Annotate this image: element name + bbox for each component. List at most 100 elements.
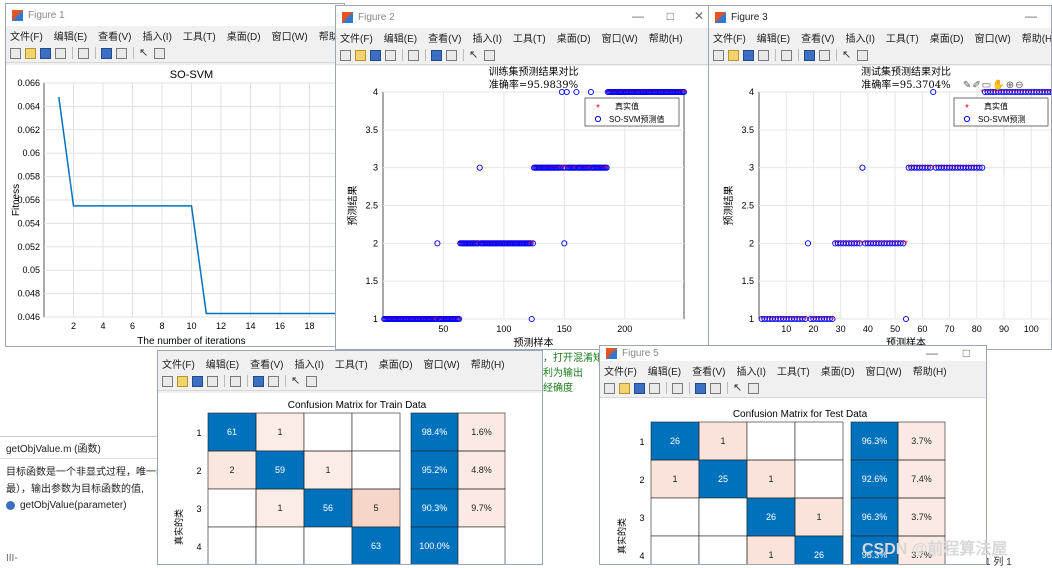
menu-view[interactable]: 查看(V): [250, 359, 284, 371]
zoom-in-icon[interactable]: ⊕: [1005, 80, 1016, 91]
menu-view[interactable]: 查看(V): [98, 31, 132, 43]
save-icon[interactable]: [743, 49, 754, 61]
print-icon[interactable]: [207, 375, 218, 387]
menu-edit[interactable]: 编辑(E): [205, 359, 240, 371]
menu-window[interactable]: 窗口(W): [271, 31, 308, 43]
figure-3-titlebar[interactable]: Figure 3 —: [709, 6, 1051, 28]
new-figure-icon[interactable]: [162, 375, 173, 387]
figure-1-titlebar[interactable]: Figure 1: [6, 4, 344, 26]
menu-insert[interactable]: 插入(I): [472, 33, 502, 45]
menu-tools[interactable]: 工具(T): [182, 31, 216, 43]
menu-file[interactable]: 文件(F): [10, 31, 43, 43]
print-icon[interactable]: [55, 47, 66, 59]
print-icon[interactable]: [758, 49, 769, 61]
link-plot-icon[interactable]: [672, 382, 683, 394]
menu-insert[interactable]: 插入(I): [142, 31, 172, 43]
figure-5-window[interactable]: Figure 5 — □ 文件(F) 编辑(E) 查看(V) 插入(I) 工具(…: [599, 345, 987, 565]
link-plot-icon[interactable]: [78, 47, 89, 59]
colorbar-icon[interactable]: [804, 49, 815, 61]
figure-4-window[interactable]: 文件(F) 编辑(E) 查看(V) 插入(I) 工具(T) 桌面(D) 窗口(W…: [157, 350, 543, 565]
save-icon[interactable]: [40, 47, 51, 59]
new-figure-icon[interactable]: [340, 49, 351, 61]
menu-window[interactable]: 窗口(W): [974, 33, 1011, 45]
pointer-icon[interactable]: ↖: [291, 374, 301, 387]
new-figure-icon[interactable]: [10, 47, 21, 59]
print-icon[interactable]: [385, 49, 396, 61]
link-plot-icon[interactable]: [408, 49, 419, 61]
menu-tools[interactable]: 工具(T): [334, 359, 368, 371]
colorbar-icon[interactable]: [431, 49, 442, 61]
colorbar-icon[interactable]: [101, 47, 112, 59]
pointer-icon[interactable]: ↖: [842, 48, 852, 61]
link-plot-icon[interactable]: [781, 49, 792, 61]
figure-2-titlebar[interactable]: Figure 2 — □ ✕: [336, 6, 710, 28]
menu-insert[interactable]: 插入(I): [294, 359, 324, 371]
legend-icon[interactable]: [446, 49, 457, 61]
link-plot-icon[interactable]: [230, 375, 241, 387]
menu-edit[interactable]: 编辑(E): [53, 31, 88, 43]
property-editor-icon[interactable]: [484, 49, 495, 61]
pointer-icon[interactable]: ↖: [139, 46, 149, 59]
brush-icon[interactable]: ✐: [972, 80, 982, 91]
menu-insert[interactable]: 插入(I): [845, 33, 875, 45]
minimize-button[interactable]: —: [1025, 9, 1037, 23]
figure-5-titlebar[interactable]: Figure 5 — □: [600, 346, 986, 361]
menu-desktop[interactable]: 桌面(D): [820, 366, 855, 378]
pointer-icon[interactable]: ↖: [469, 48, 479, 61]
function-signature-row[interactable]: getObjValue(parameter): [0, 497, 160, 514]
menu-desktop[interactable]: 桌面(D): [378, 359, 413, 371]
property-editor-icon[interactable]: [748, 382, 759, 394]
new-figure-icon[interactable]: [604, 382, 615, 394]
legend-icon[interactable]: [710, 382, 721, 394]
property-editor-icon[interactable]: [154, 47, 165, 59]
open-file-icon[interactable]: [355, 49, 366, 61]
colorbar-icon[interactable]: [695, 382, 706, 394]
print-icon[interactable]: [649, 382, 660, 394]
menu-desktop[interactable]: 桌面(D): [226, 31, 261, 43]
maximize-button[interactable]: □: [666, 9, 674, 23]
figure-2-window[interactable]: Figure 2 — □ ✕ 文件(F) 编辑(E) 查看(V) 插入(I) 工…: [335, 5, 711, 350]
pan-icon[interactable]: ✋: [992, 80, 1006, 91]
pointer-icon[interactable]: ↖: [733, 381, 743, 394]
zoom-out-icon[interactable]: ⊖: [1015, 80, 1025, 91]
menu-tools[interactable]: 工具(T): [512, 33, 546, 45]
property-editor-icon[interactable]: [306, 375, 317, 387]
save-icon[interactable]: [634, 382, 645, 394]
menu-view[interactable]: 查看(V): [801, 33, 835, 45]
edit-axes-icon[interactable]: ✎: [963, 80, 973, 91]
open-file-icon[interactable]: [177, 375, 188, 387]
menu-desktop[interactable]: 桌面(D): [929, 33, 964, 45]
property-editor-icon[interactable]: [857, 49, 868, 61]
menu-edit[interactable]: 编辑(E): [756, 33, 791, 45]
close-button[interactable]: ✕: [693, 9, 704, 23]
menu-view[interactable]: 查看(V): [692, 366, 726, 378]
menu-edit[interactable]: 编辑(E): [647, 366, 682, 378]
legend-icon[interactable]: [268, 375, 279, 387]
figure-1-window[interactable]: Figure 1 文件(F) 编辑(E) 查看(V) 插入(I) 工具(T) 桌…: [5, 3, 345, 347]
menu-tools[interactable]: 工具(T): [776, 366, 810, 378]
colorbar-icon[interactable]: [253, 375, 264, 387]
menu-tools[interactable]: 工具(T): [885, 33, 919, 45]
menu-window[interactable]: 窗口(W): [423, 359, 460, 371]
menu-file[interactable]: 文件(F): [604, 366, 637, 378]
menu-help[interactable]: 帮助(H): [648, 33, 683, 45]
open-file-icon[interactable]: [728, 49, 739, 61]
menu-window[interactable]: 窗口(W): [601, 33, 638, 45]
menu-file[interactable]: 文件(F): [340, 33, 373, 45]
figure-3-window[interactable]: Figure 3 — 文件(F) 编辑(E) 查看(V) 插入(I) 工具(T)…: [708, 5, 1052, 350]
menu-help[interactable]: 帮助(H): [1021, 33, 1052, 45]
legend-icon[interactable]: [116, 47, 127, 59]
menu-file[interactable]: 文件(F): [713, 33, 746, 45]
menu-window[interactable]: 窗口(W): [865, 366, 902, 378]
menu-help[interactable]: 帮助(H): [470, 359, 505, 371]
minimize-button[interactable]: —: [632, 9, 644, 23]
save-icon[interactable]: [192, 375, 203, 387]
menu-desktop[interactable]: 桌面(D): [556, 33, 591, 45]
new-figure-icon[interactable]: [713, 49, 724, 61]
menu-help[interactable]: 帮助(H): [318, 31, 344, 43]
export-icon[interactable]: ▭: [981, 80, 993, 91]
menu-help[interactable]: 帮助(H): [912, 366, 947, 378]
menu-file[interactable]: 文件(F): [162, 359, 195, 371]
open-file-icon[interactable]: [25, 47, 36, 59]
save-icon[interactable]: [370, 49, 381, 61]
